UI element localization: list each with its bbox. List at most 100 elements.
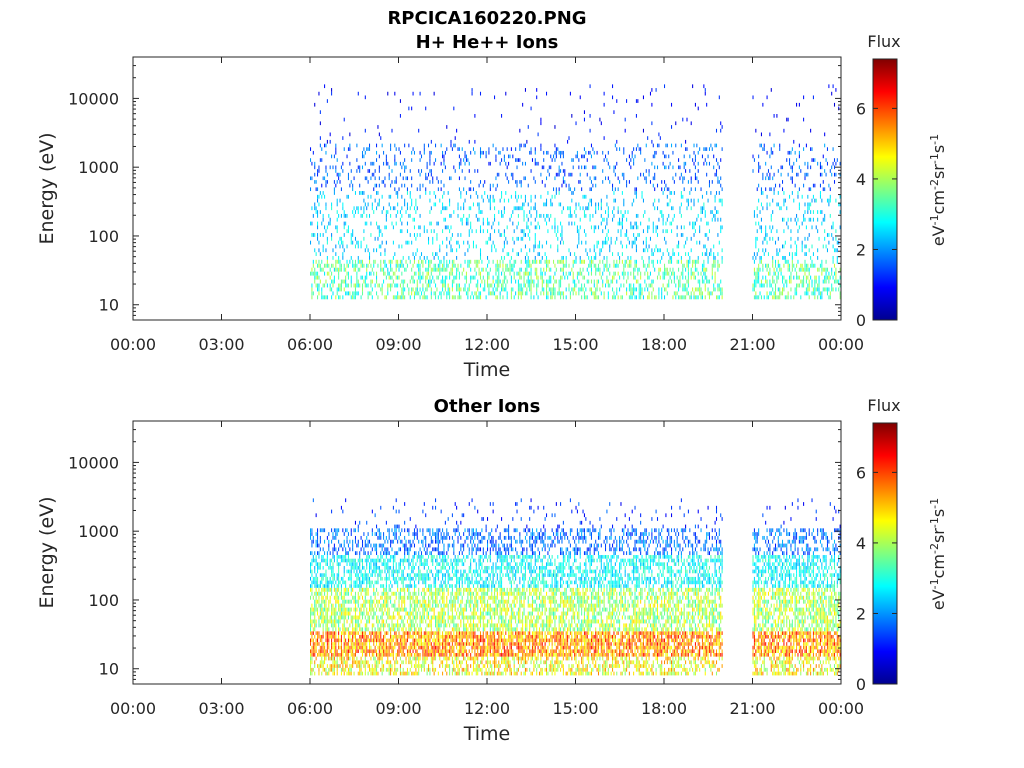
flux-cell	[377, 627, 379, 632]
flux-cell	[634, 154, 636, 159]
flux-cell	[791, 259, 793, 264]
flux-cell	[672, 206, 674, 211]
flux-cell	[360, 671, 362, 676]
flux-cell	[333, 623, 335, 628]
flux-cell	[627, 271, 629, 276]
flux-cell	[770, 165, 772, 170]
flux-cell	[575, 154, 577, 159]
flux-cell	[369, 607, 371, 612]
flux-cell	[597, 206, 600, 211]
flux-cell	[832, 84, 834, 89]
flux-cell	[387, 210, 389, 214]
flux-cell	[321, 595, 323, 600]
flux-cell	[661, 213, 663, 218]
flux-cell	[557, 236, 559, 241]
flux-cell	[475, 259, 477, 264]
flux-cell	[534, 161, 536, 166]
flux-cell	[374, 667, 376, 672]
flux-cell	[708, 229, 710, 234]
flux-cell	[758, 295, 760, 300]
flux-cell	[501, 158, 503, 162]
flux-cell	[385, 576, 387, 581]
flux-cell	[762, 176, 764, 181]
flux-cell	[373, 565, 375, 570]
flux-cell	[399, 217, 401, 222]
flux-cell	[324, 653, 326, 657]
flux-cell	[519, 267, 521, 272]
flux-cell	[829, 291, 831, 296]
flux-cell	[471, 275, 473, 280]
flux-cell	[575, 283, 577, 288]
flux-cell	[498, 150, 500, 155]
flux-cell	[364, 664, 366, 668]
flux-cell	[717, 263, 719, 268]
flux-cell	[383, 267, 385, 272]
flux-cell	[339, 627, 341, 632]
flux-cell	[317, 210, 319, 214]
flux-cell	[774, 263, 777, 268]
flux-cell	[369, 584, 371, 588]
flux-cell	[753, 267, 755, 272]
flux-cell	[442, 194, 444, 199]
flux-cell	[607, 150, 609, 155]
flux-cell	[711, 263, 713, 268]
flux-cell	[790, 176, 792, 181]
flux-cell	[588, 271, 590, 276]
flux-cell	[501, 271, 503, 276]
flux-cell	[613, 169, 615, 173]
flux-cell	[682, 263, 684, 268]
flux-cell	[621, 259, 623, 264]
flux-cell	[343, 565, 345, 570]
flux-cell	[385, 595, 387, 600]
flux-cell	[465, 217, 467, 222]
flux-cell	[804, 217, 806, 222]
flux-cell	[354, 595, 356, 600]
flux-cell	[439, 248, 441, 253]
flux-cell	[356, 158, 358, 162]
flux-cell	[599, 252, 601, 256]
flux-cell	[479, 210, 482, 214]
flux-cell	[811, 279, 813, 284]
flux-cell	[374, 656, 376, 661]
flux-cell	[376, 275, 378, 280]
flux-cell	[544, 202, 546, 207]
flux-cell	[411, 291, 413, 296]
flux-cell	[315, 206, 317, 211]
flux-cell	[790, 287, 792, 292]
flux-cell	[350, 580, 352, 585]
flux-cell	[336, 671, 338, 676]
flux-cell	[342, 295, 344, 300]
flux-cell	[560, 283, 562, 288]
flux-cell	[579, 206, 581, 211]
flux-cell	[367, 543, 369, 548]
flux-cell	[717, 259, 719, 264]
flux-cell	[479, 271, 482, 276]
flux-cell	[342, 603, 344, 608]
flux-cell	[395, 147, 397, 151]
flux-cell	[548, 217, 550, 222]
flux-cell	[502, 267, 504, 272]
flux-cell	[342, 595, 344, 600]
flux-cell	[360, 631, 362, 635]
flux-cell	[367, 615, 369, 620]
flux-cell	[335, 660, 337, 665]
flux-cell	[350, 255, 352, 260]
flux-cell	[682, 295, 684, 300]
flux-cell	[460, 206, 462, 211]
flux-cell	[384, 225, 386, 230]
flux-cell	[458, 165, 460, 170]
flux-cell	[371, 202, 373, 207]
flux-cell	[554, 125, 556, 129]
flux-cell	[703, 271, 705, 276]
flux-cell	[336, 158, 338, 162]
flux-cell	[356, 169, 358, 173]
flux-cell	[595, 267, 597, 272]
flux-cell	[357, 291, 359, 296]
flux-cell	[428, 236, 430, 241]
flux-cell	[515, 180, 517, 184]
flux-cell	[499, 150, 501, 155]
flux-cell	[347, 147, 349, 151]
flux-cell	[530, 291, 532, 296]
flux-cell	[380, 287, 382, 292]
flux-cell	[586, 267, 588, 272]
